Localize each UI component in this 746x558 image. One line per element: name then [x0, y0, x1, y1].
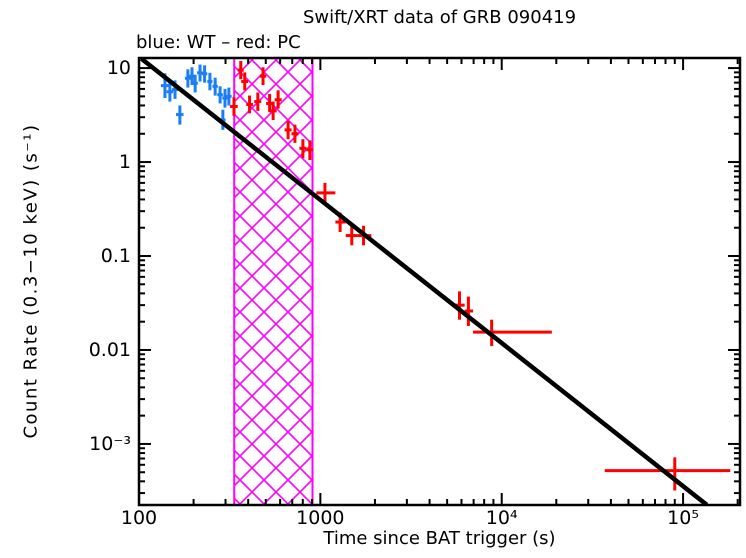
- hatched-band: [233, 57, 314, 506]
- pc-data-point: [345, 225, 358, 246]
- pc-data-point: [241, 72, 249, 91]
- wt-data-point: [184, 69, 191, 88]
- pc-data-point: [274, 90, 282, 109]
- pc-data-point: [306, 140, 314, 161]
- wt-data-point: [212, 77, 218, 96]
- pc-data-point: [259, 67, 267, 86]
- wt-data-point: [166, 82, 174, 102]
- pc-data-point: [284, 120, 292, 140]
- wt-data-point: [226, 87, 232, 106]
- x-axis-label: Time since BAT trigger (s): [323, 528, 556, 549]
- wt-data-point: [207, 72, 213, 91]
- wt-data-point: [201, 65, 208, 83]
- pc-data-point: [299, 139, 307, 159]
- wt-data-point: [192, 74, 198, 93]
- wt-data-point: [217, 86, 223, 104]
- pc-data-point: [316, 182, 336, 203]
- legend-note: blue: WT – red: PC: [136, 32, 301, 53]
- pc-data-point: [464, 296, 474, 326]
- pc-data-point: [246, 95, 253, 114]
- fit-line: [139, 58, 709, 505]
- y-tick-label: 10⁻³: [89, 432, 131, 455]
- y-tick-label: 0.1: [100, 245, 131, 267]
- x-tick-label: 10⁵: [667, 507, 699, 529]
- x-tick-label: 100: [120, 507, 158, 529]
- x-tick-label: 1000: [296, 507, 345, 529]
- y-tick-label: 0.01: [88, 338, 131, 361]
- pc-data-point: [604, 457, 731, 491]
- chart-title: Swift/XRT data of GRB 090419: [302, 7, 577, 28]
- axis-ticks: [138, 58, 740, 505]
- plot-frame: [137, 56, 742, 507]
- wt-data-point: [222, 88, 228, 108]
- pc-data-point: [473, 319, 552, 347]
- y-tick-label: 10: [106, 57, 131, 80]
- pc-data-point: [291, 124, 299, 143]
- pc-data-point: [230, 97, 238, 116]
- y-tick-label: 1: [118, 151, 131, 174]
- pc-data-point: [254, 92, 262, 111]
- pc-data-point: [237, 60, 244, 80]
- x-tick-label: 10⁴: [485, 507, 518, 529]
- pc-data-point: [269, 101, 277, 121]
- wt-data-point: [176, 105, 184, 125]
